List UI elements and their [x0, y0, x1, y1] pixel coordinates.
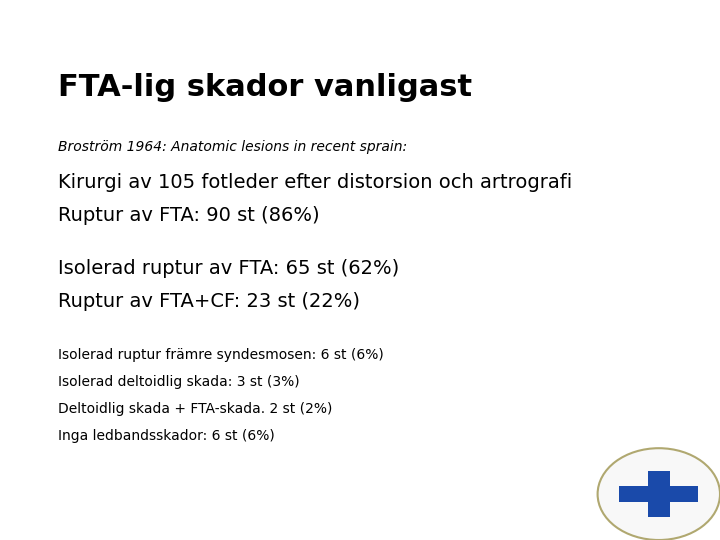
Circle shape [598, 448, 720, 540]
Text: Ruptur av FTA: 90 st (86%): Ruptur av FTA: 90 st (86%) [58, 206, 319, 225]
Text: Isolerad ruptur främre syndesmosen: 6 st (6%): Isolerad ruptur främre syndesmosen: 6 st… [58, 348, 383, 362]
Bar [619, 486, 698, 502]
Text: Isolerad deltoidlig skada: 3 st (3%): Isolerad deltoidlig skada: 3 st (3%) [58, 375, 300, 389]
Text: Deltoidlig skada + FTA-skada. 2 st (2%): Deltoidlig skada + FTA-skada. 2 st (2%) [58, 402, 332, 416]
Text: Isolerad ruptur av FTA: 65 st (62%): Isolerad ruptur av FTA: 65 st (62%) [58, 259, 399, 278]
Text: Kirurgi av 105 fotleder efter distorsion och artrografi: Kirurgi av 105 fotleder efter distorsion… [58, 173, 572, 192]
Text: Inga ledbandsskador: 6 st (6%): Inga ledbandsskador: 6 st (6%) [58, 429, 274, 443]
Bar [648, 471, 670, 517]
Text: Ruptur av FTA+CF: 23 st (22%): Ruptur av FTA+CF: 23 st (22%) [58, 292, 359, 310]
Text: Broström 1964: Anatomic lesions in recent sprain:: Broström 1964: Anatomic lesions in recen… [58, 140, 407, 154]
Text: FTA-lig skador vanligast: FTA-lig skador vanligast [58, 73, 472, 102]
